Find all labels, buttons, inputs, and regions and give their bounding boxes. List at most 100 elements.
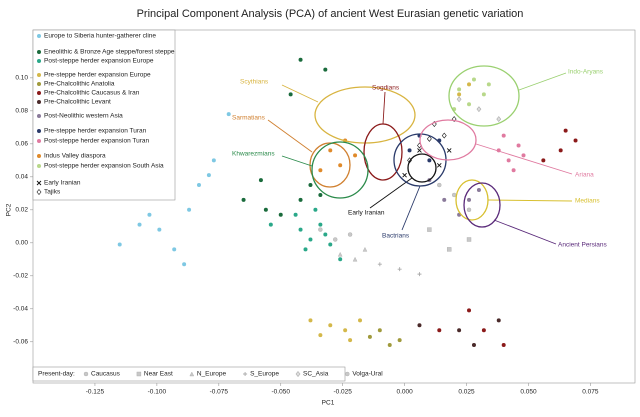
point bbox=[511, 168, 516, 173]
point bbox=[172, 247, 177, 252]
legend-label: Post-steppe herder expansion Turan bbox=[44, 138, 150, 145]
point bbox=[241, 197, 246, 202]
legend-box bbox=[32, 29, 176, 201]
point bbox=[226, 112, 231, 117]
x-tick-label: 0.000 bbox=[396, 389, 413, 396]
annotation-label: Scythians bbox=[240, 79, 269, 86]
point bbox=[402, 172, 407, 178]
y-tick-label: 0.04 bbox=[15, 174, 28, 181]
annotation-label: Bactrians bbox=[382, 233, 410, 240]
x-tick-label: -0.100 bbox=[148, 389, 167, 396]
annotation-ellipse bbox=[463, 182, 501, 228]
annotation-ellipse bbox=[311, 141, 369, 199]
point bbox=[298, 197, 303, 202]
point bbox=[397, 338, 402, 343]
y-tick-label: -0.02 bbox=[13, 272, 28, 279]
point bbox=[328, 148, 333, 153]
point bbox=[387, 343, 392, 348]
legend-label: Post-Neolithic western Asia bbox=[44, 113, 123, 120]
x-tick-label: -0.025 bbox=[333, 389, 352, 396]
point bbox=[263, 207, 268, 212]
point bbox=[333, 237, 338, 242]
point bbox=[397, 267, 402, 272]
point bbox=[352, 256, 358, 262]
point bbox=[367, 334, 372, 339]
point bbox=[407, 148, 412, 153]
point bbox=[323, 67, 328, 72]
legend-label: Pre-steppe herder expansion Europe bbox=[44, 72, 151, 79]
point bbox=[457, 87, 462, 92]
legend-label: Post-steppe herder expansion Europe bbox=[44, 58, 154, 65]
point bbox=[476, 188, 481, 193]
point bbox=[501, 133, 506, 138]
point bbox=[467, 308, 472, 313]
point bbox=[471, 77, 476, 82]
legend-marker bbox=[243, 372, 248, 376]
annotation-leader bbox=[518, 72, 567, 91]
point bbox=[313, 207, 318, 212]
legend-label: Pre-Chalcolithic Anatolia bbox=[44, 81, 115, 88]
legend-marker bbox=[83, 371, 89, 377]
point bbox=[466, 207, 472, 212]
annotation-label: Khwarezmians bbox=[232, 151, 275, 158]
legend-marker bbox=[37, 154, 41, 158]
y-tick-label: -0.06 bbox=[13, 338, 28, 345]
annotation-leader bbox=[267, 119, 313, 153]
point bbox=[427, 158, 432, 163]
chart-title: Principal Component Analysis (PCA) of an… bbox=[137, 8, 524, 20]
legend-box bbox=[32, 366, 346, 382]
legend-marker bbox=[37, 82, 41, 86]
annotation-leader bbox=[475, 143, 573, 175]
legend-marker bbox=[37, 50, 41, 54]
x-tick-label: 0.050 bbox=[520, 389, 537, 396]
annotation-label: Ancient Persians bbox=[558, 242, 608, 249]
point bbox=[157, 227, 162, 232]
point bbox=[318, 222, 323, 227]
x-tick-label: -0.050 bbox=[272, 389, 291, 396]
point bbox=[298, 57, 303, 62]
point bbox=[471, 343, 476, 348]
point bbox=[467, 197, 472, 202]
point bbox=[516, 143, 521, 148]
legend-marker bbox=[189, 371, 195, 377]
legend-label: Pre-Chalcolithic Levant bbox=[44, 99, 111, 106]
point bbox=[417, 148, 422, 153]
annotation-label: Ariana bbox=[575, 172, 594, 179]
annotation-leader bbox=[382, 91, 386, 125]
point bbox=[288, 92, 293, 97]
x-axis-label: PC1 bbox=[322, 400, 335, 407]
point bbox=[328, 242, 333, 247]
legend-label: Indus Valley diaspora bbox=[44, 153, 106, 160]
point bbox=[318, 192, 323, 197]
y-tick-label: 0.00 bbox=[15, 240, 28, 247]
point bbox=[496, 116, 502, 123]
point bbox=[437, 182, 442, 188]
x-tick-label: 0.075 bbox=[582, 389, 599, 396]
point bbox=[318, 333, 323, 338]
point bbox=[451, 116, 457, 123]
legend-label: Early Iranian bbox=[44, 180, 81, 187]
annotation-ellipse bbox=[448, 65, 520, 127]
annotation-label: Indo-Aryans bbox=[568, 69, 604, 76]
point bbox=[558, 148, 563, 153]
legend-label: Post-steppe herder expansion South Asia bbox=[44, 163, 164, 170]
y-tick-label: 0.08 bbox=[15, 108, 28, 115]
point bbox=[436, 162, 442, 168]
point bbox=[521, 153, 526, 158]
legend-label: Volga-Ural bbox=[352, 371, 383, 378]
annotation-label: Sogdians bbox=[372, 85, 400, 92]
point bbox=[338, 163, 343, 168]
y-tick-label: 0.10 bbox=[15, 75, 28, 82]
point bbox=[377, 262, 382, 267]
point bbox=[451, 192, 457, 198]
legend-marker bbox=[37, 139, 41, 143]
point bbox=[481, 92, 486, 97]
point bbox=[446, 247, 452, 252]
point bbox=[337, 251, 343, 257]
point bbox=[467, 102, 472, 107]
point bbox=[437, 328, 442, 333]
point bbox=[457, 328, 462, 333]
annotation-leader bbox=[281, 84, 319, 103]
point bbox=[481, 328, 486, 333]
